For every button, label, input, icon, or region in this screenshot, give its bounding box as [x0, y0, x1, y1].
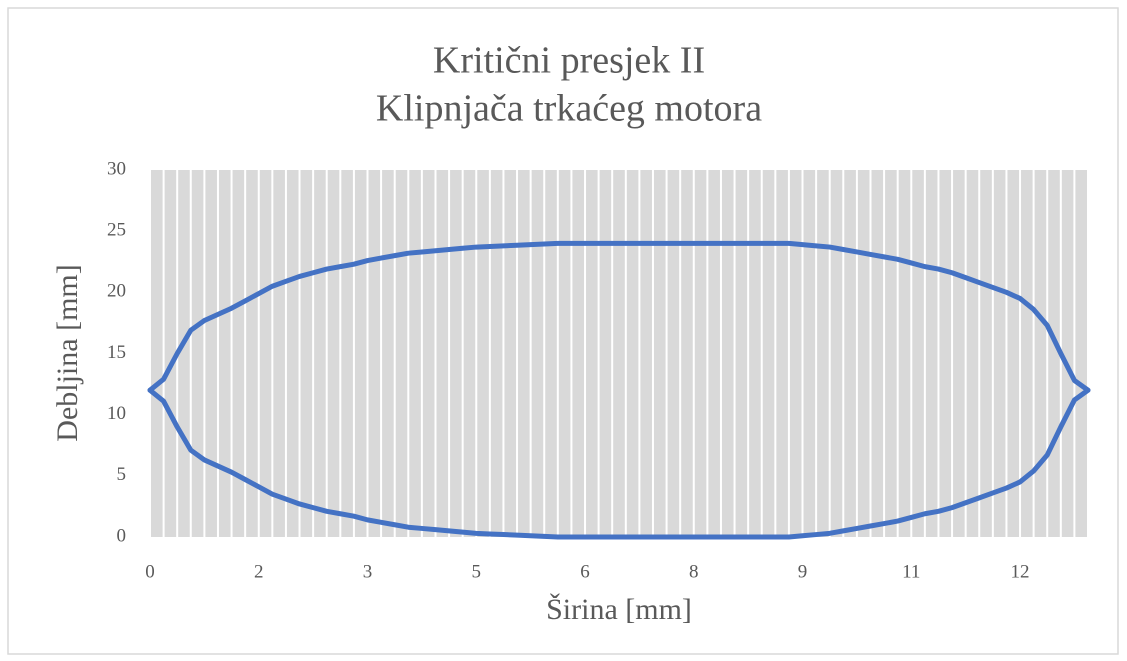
x-axis-label: Širina [mm] — [546, 593, 692, 626]
chart-title: Kritični presjek II — [433, 40, 705, 82]
y-tick-label: 0 — [117, 525, 127, 546]
data-line — [147, 387, 1091, 540]
x-tick-label: 8 — [689, 561, 699, 582]
chart-subtitle: Klipnjača trkaćeg motora — [376, 88, 762, 130]
x-tick-label: 2 — [254, 561, 264, 582]
x-tick-label: 9 — [798, 561, 808, 582]
x-tick-label: 6 — [580, 561, 590, 582]
y-tick-label: 10 — [107, 403, 126, 424]
x-tick-label: 0 — [145, 561, 155, 582]
x-tick-label: 5 — [472, 561, 482, 582]
y-tick-label: 5 — [117, 464, 127, 485]
y-tick-label: 30 — [107, 158, 126, 179]
plot-area — [150, 170, 1088, 537]
y-axis-label: Debljina [mm] — [51, 264, 84, 441]
y-tick-label: 15 — [107, 342, 126, 363]
y-tick-label: 25 — [107, 220, 126, 241]
data-line — [147, 240, 1091, 393]
y-tick-label: 20 — [107, 281, 126, 302]
x-tick-label: 11 — [902, 561, 920, 582]
x-tick-label: 3 — [363, 561, 373, 582]
x-tick-label: 12 — [1011, 561, 1030, 582]
